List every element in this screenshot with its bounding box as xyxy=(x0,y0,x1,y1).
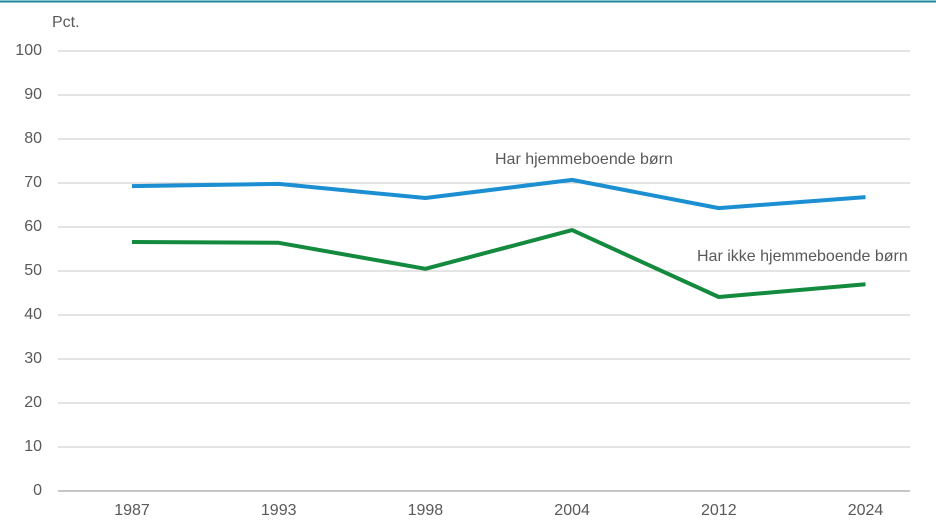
y-tick-label: 60 xyxy=(24,218,42,235)
y-tick-label: 70 xyxy=(24,174,42,191)
series-line xyxy=(131,177,866,211)
y-tick-label: 100 xyxy=(15,42,42,59)
y-tick-label: 20 xyxy=(24,394,42,411)
y-tick-label: 10 xyxy=(24,438,42,455)
series-label: Har ikke hjemmeboende børn xyxy=(697,248,908,265)
y-tick-label: 50 xyxy=(24,262,42,279)
x-tick-label: 1998 xyxy=(408,502,444,519)
y-tick-label: 0 xyxy=(33,482,42,499)
y-tick-label: 90 xyxy=(24,86,42,103)
x-tick-label: 2024 xyxy=(848,502,884,519)
y-axis-label: Pct. xyxy=(52,14,80,31)
x-tick-label: 1993 xyxy=(261,502,297,519)
series-line xyxy=(131,228,866,299)
y-tick-label: 30 xyxy=(24,350,42,367)
y-tick-label: 40 xyxy=(24,306,42,323)
x-tick-label: 2012 xyxy=(701,502,737,519)
y-tick-label: 80 xyxy=(24,130,42,147)
series-label: Har hjemmeboende børn xyxy=(495,151,673,168)
x-tick-label: 2004 xyxy=(554,502,590,519)
x-tick-label: 1987 xyxy=(114,502,150,519)
